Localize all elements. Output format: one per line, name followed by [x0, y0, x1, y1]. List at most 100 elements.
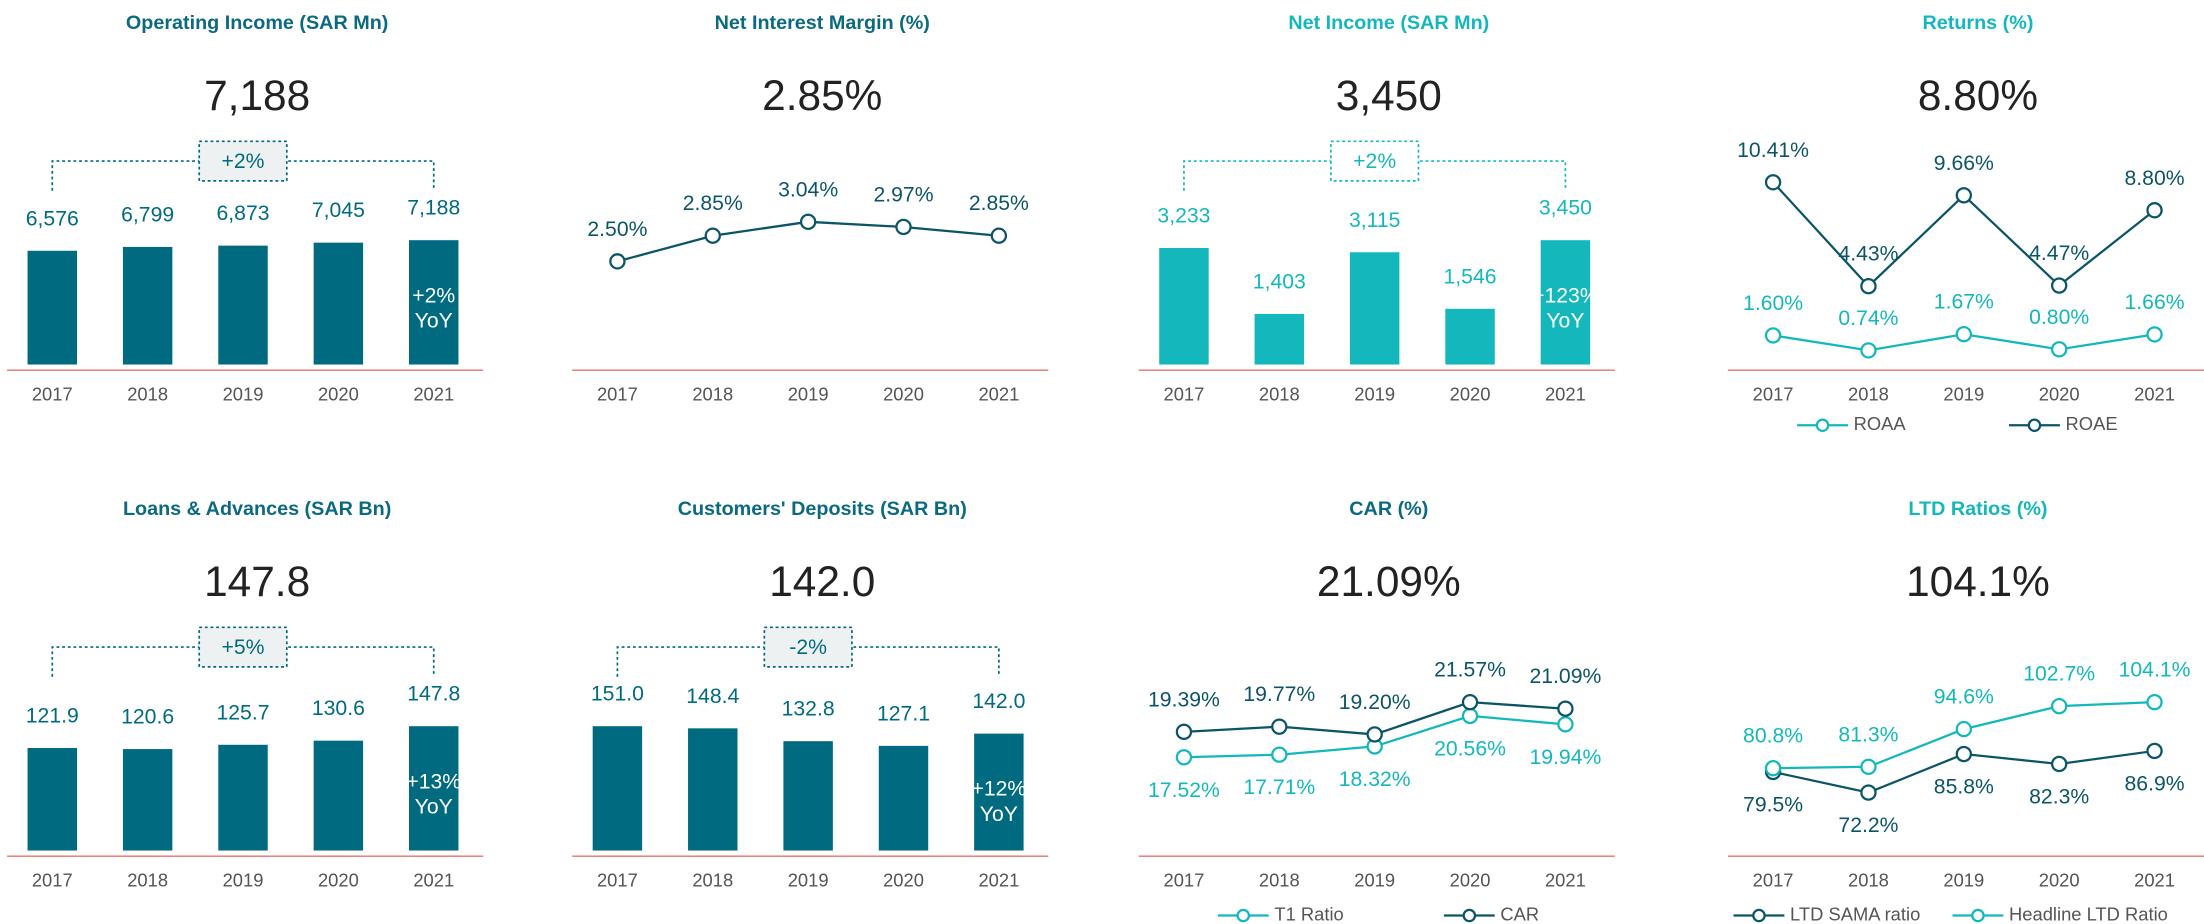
x-tick-label: 2018	[1259, 383, 1300, 404]
bar	[878, 745, 929, 851]
point	[1955, 187, 1973, 204]
value-label: 19.20%	[1339, 691, 1411, 714]
point	[1764, 174, 1782, 191]
point	[2146, 326, 2163, 343]
x-tick-label: 2017	[32, 869, 73, 890]
point	[1271, 718, 1288, 735]
value-label: 147.8	[407, 683, 460, 706]
x-tick-label: 2021	[413, 869, 454, 890]
value-label: 85.8%	[1934, 776, 1994, 799]
growth-label: +5%	[222, 636, 265, 659]
value-label: 8.80%	[2125, 167, 2185, 190]
legend-label: CAR	[1500, 903, 1539, 924]
value-label: 81.3%	[1838, 723, 1898, 746]
x-tick-label: 2017	[32, 383, 73, 404]
value-label: 2.85%	[969, 192, 1029, 215]
x-tick-label: 2021	[1545, 869, 1586, 890]
point	[799, 213, 817, 231]
headline-value: 3,450	[1336, 72, 1442, 119]
x-tick-label: 2018	[127, 383, 168, 404]
point	[1955, 720, 1973, 738]
value-label: 120.6	[121, 706, 174, 729]
value-label: 86.9%	[2125, 772, 2185, 795]
point	[1557, 700, 1574, 717]
growth-box	[198, 140, 288, 182]
value-label: 6,576	[26, 207, 79, 230]
legend-marker	[1236, 908, 1251, 923]
value-label: 1,403	[1253, 270, 1306, 293]
point	[1860, 758, 1877, 776]
legend-label: T1 Ratio	[1274, 903, 1343, 924]
value-label: 102.7%	[2023, 663, 2095, 686]
point	[1175, 723, 1193, 741]
bar	[27, 747, 77, 851]
value-label: 3,233	[1157, 205, 1210, 228]
legend-label: ROAE	[2066, 413, 2118, 434]
point	[1764, 760, 1782, 777]
legend-marker	[1815, 418, 1830, 433]
value-label: 94.6%	[1934, 686, 1994, 709]
x-tick-label: 2021	[2134, 383, 2175, 404]
x-tick-label: 2019	[1943, 869, 1984, 890]
value-label: 121.9	[26, 704, 79, 727]
value-label: 79.5%	[1743, 793, 1803, 816]
chart-title: Operating Income (SAR Mn)	[126, 12, 388, 34]
x-tick-label: 2018	[692, 383, 733, 404]
x-tick-label: 2017	[1753, 869, 1794, 890]
value-label: 151.0	[591, 683, 644, 706]
x-tick-label: 2018	[127, 869, 168, 890]
x-tick-label: 2017	[597, 383, 638, 404]
chart-title: Customers' Deposits (SAR Bn)	[678, 498, 967, 520]
legend-label: ROAA	[1854, 413, 1907, 434]
chart-title: Returns (%)	[1922, 12, 2033, 34]
chart-title: Loans & Advances (SAR Bn)	[123, 498, 391, 520]
bar	[1540, 240, 1591, 365]
point	[2050, 755, 2068, 773]
x-tick-label: 2020	[883, 383, 924, 404]
x-tick-label: 2021	[2134, 869, 2175, 890]
bar-note: YoY	[980, 803, 1018, 826]
legend-marker	[1971, 908, 1985, 923]
bar	[313, 740, 364, 851]
x-tick-label: 2020	[2039, 383, 2080, 404]
value-label: 19.39%	[1148, 688, 1220, 711]
point	[1175, 749, 1193, 766]
headline-value: 147.8	[204, 558, 310, 605]
value-label: 142.0	[972, 690, 1025, 713]
bar	[218, 744, 268, 851]
bar-note: +2%	[412, 284, 455, 307]
bar	[313, 242, 364, 365]
point	[2050, 341, 2068, 358]
value-label: 1.66%	[2125, 291, 2185, 314]
x-tick-label: 2019	[223, 869, 264, 890]
value-label: 2.97%	[873, 183, 933, 206]
value-label: 1.60%	[1743, 292, 1803, 315]
growth-label: +2%	[1353, 150, 1396, 173]
value-label: 7,188	[407, 197, 460, 220]
x-tick-label: 2019	[788, 869, 829, 890]
headline-value: 142.0	[769, 558, 875, 605]
point	[704, 227, 721, 244]
bar	[218, 245, 268, 365]
x-tick-label: 2021	[1545, 383, 1586, 404]
x-tick-label: 2020	[1450, 869, 1491, 890]
value-label: 125.7	[216, 701, 269, 724]
point	[990, 227, 1008, 244]
value-label: 72.2%	[1838, 814, 1898, 837]
x-tick-label: 2017	[1753, 383, 1794, 404]
bar-note: YoY	[1546, 310, 1584, 333]
point	[2050, 697, 2068, 715]
x-tick-label: 2017	[597, 869, 638, 890]
x-tick-label: 2017	[1164, 383, 1205, 404]
value-label: 82.3%	[2029, 785, 2089, 808]
value-label: 19.94%	[1529, 746, 1601, 769]
bar-note: YoY	[415, 310, 453, 333]
x-tick-label: 2019	[223, 383, 264, 404]
value-label: 3,115	[1349, 209, 1400, 232]
growth-box	[763, 626, 853, 668]
x-tick-label: 2018	[1848, 383, 1889, 404]
value-label: 10.41%	[1737, 139, 1809, 162]
x-tick-label: 2018	[692, 869, 733, 890]
